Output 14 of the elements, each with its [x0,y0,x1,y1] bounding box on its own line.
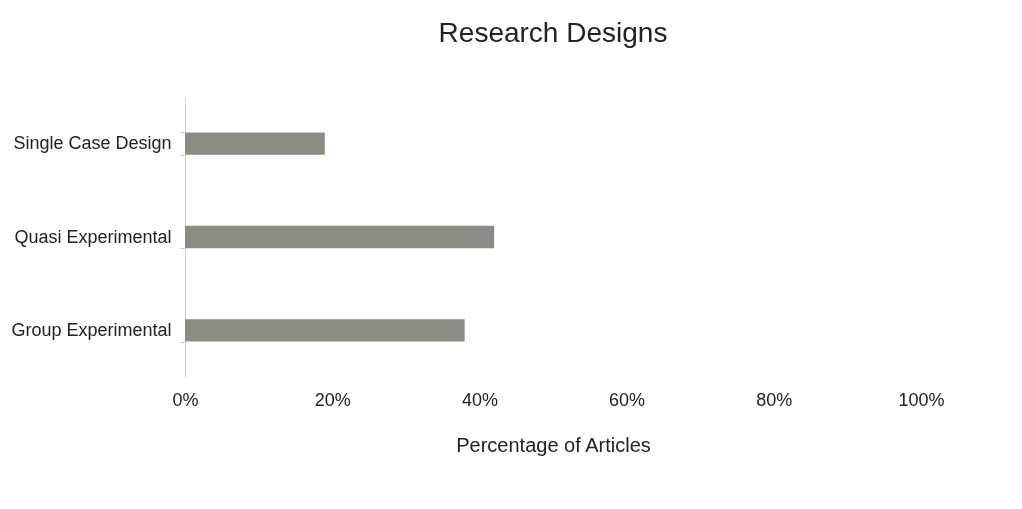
y-tick-label: Quasi Experimental [14,226,172,247]
y-tick-label: Single Case Design [13,133,172,154]
chart-title: Research Designs [438,17,668,48]
bar [185,132,325,155]
y-tick-label: Group Experimental [11,319,172,340]
x-tick-label: 100% [898,389,945,410]
bar [185,225,495,249]
x-tick-label: 0% [172,389,199,410]
x-axis-title: Percentage of Articles [456,433,651,456]
x-tick-label: 40% [461,389,498,410]
bar [185,319,465,342]
x-tick-label: 80% [756,389,793,410]
x-tick-label: 60% [609,389,646,410]
x-tick-label: 20% [314,389,351,410]
